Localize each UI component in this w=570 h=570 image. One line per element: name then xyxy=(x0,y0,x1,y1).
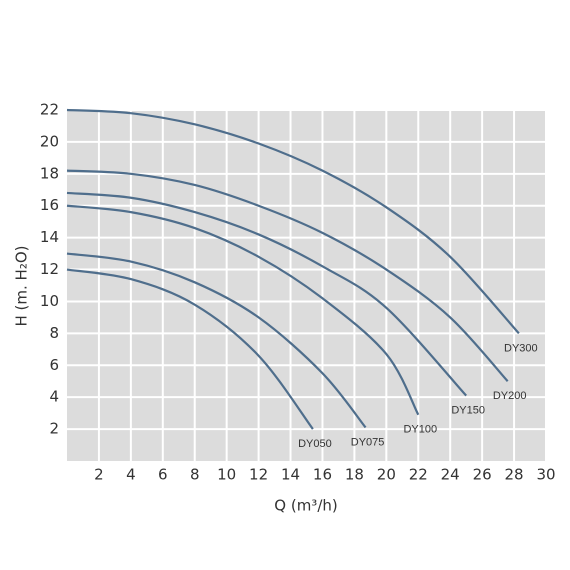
x-tick-label: 4 xyxy=(126,466,136,484)
y-axis-label: H (m. H₂O) xyxy=(13,246,31,327)
y-tick-label: 18 xyxy=(40,164,59,182)
curve-label: DY050 xyxy=(298,438,332,450)
curve-label: DY100 xyxy=(403,424,437,436)
y-tick-label: 4 xyxy=(49,388,59,406)
x-tick-label: 12 xyxy=(249,466,268,484)
y-tick-label: 2 xyxy=(49,420,59,438)
x-tick-label: 8 xyxy=(190,466,200,484)
x-axis-label: Q (m³/h) xyxy=(274,497,337,515)
x-tick-label: 10 xyxy=(217,466,236,484)
y-tick-label: 10 xyxy=(40,292,59,310)
x-tick-label: 24 xyxy=(441,466,460,484)
curve xyxy=(66,204,420,416)
curve xyxy=(66,169,509,382)
x-tick-label: 26 xyxy=(473,466,492,484)
x-tick-label: 18 xyxy=(345,466,364,484)
x-tick-label: 14 xyxy=(281,466,300,484)
x-tick-label: 6 xyxy=(158,466,168,484)
x-tick-label: 16 xyxy=(313,466,332,484)
y-tick-label: 16 xyxy=(40,196,59,214)
y-tick-label: 20 xyxy=(40,132,59,150)
curve-label: DY075 xyxy=(351,436,385,448)
curve-label: DY300 xyxy=(504,342,538,354)
x-tick-label: 2 xyxy=(94,466,104,484)
y-tick-label: 14 xyxy=(40,228,59,246)
curve xyxy=(66,108,520,335)
curve xyxy=(66,268,314,430)
x-tick-label: 28 xyxy=(505,466,524,484)
y-tick-label: 8 xyxy=(49,324,59,342)
y-tick-label: 12 xyxy=(40,260,59,278)
curve-label: DY200 xyxy=(493,390,527,402)
x-tick-label: 20 xyxy=(377,466,396,484)
curve-label: DY150 xyxy=(451,404,485,416)
y-tick-label: 6 xyxy=(49,356,59,374)
x-tick-label: 22 xyxy=(409,466,428,484)
x-tick-label: 30 xyxy=(536,466,555,484)
y-tick-label: 22 xyxy=(40,101,59,119)
curve xyxy=(66,252,367,429)
curve xyxy=(66,191,467,397)
